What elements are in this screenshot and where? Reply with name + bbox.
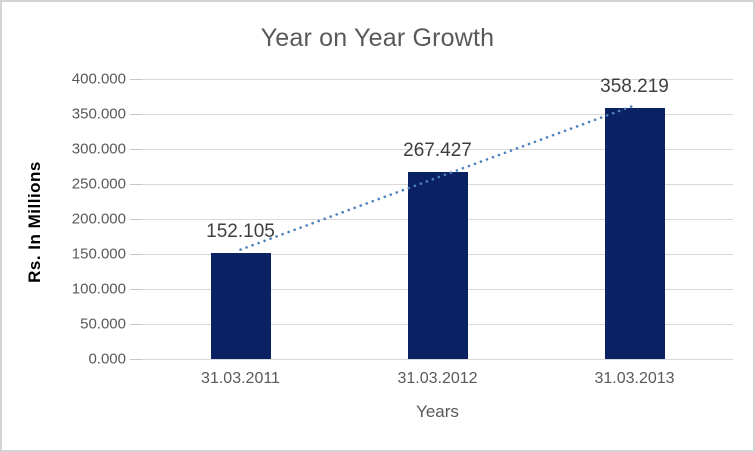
bar-data-label: 267.427 [403, 139, 472, 161]
y-axis-tick [130, 184, 142, 185]
y-tick-label: 250.000 [71, 175, 126, 193]
y-tick-label: 150.000 [71, 245, 126, 263]
y-axis-tick [130, 324, 142, 325]
y-axis-title: Rs. In Millions [25, 161, 44, 283]
bar-data-label: 152.105 [206, 220, 275, 242]
y-axis-tick [130, 149, 142, 150]
bar [604, 108, 665, 359]
y-axis-tick [130, 289, 142, 290]
gridline [142, 359, 733, 360]
bar-data-label: 358.219 [600, 76, 669, 98]
y-tick-label: 400.000 [71, 70, 126, 88]
y-tick-label: 300.000 [71, 140, 126, 158]
bar [210, 252, 271, 359]
y-tick-label: 100.000 [71, 280, 126, 298]
y-tick-label: 50.000 [80, 315, 126, 333]
gridline [142, 79, 733, 80]
x-category-label: 31.03.2013 [594, 370, 675, 387]
gridline [142, 149, 733, 150]
gridline [142, 114, 733, 115]
y-axis-tick [130, 219, 142, 220]
y-axis-tick [130, 79, 142, 80]
plot-area: 0.000 50.000 100.000 150.000 200.000 250.000 3… [72, 71, 733, 387]
y-axis-tick [130, 114, 142, 115]
y-tick-label: 200.000 [71, 210, 126, 228]
trendline [239, 104, 636, 251]
y-tick-label: 350.000 [71, 105, 126, 123]
y-axis-tick [130, 254, 142, 255]
x-axis-title: Years [416, 402, 459, 421]
y-tick-label: 0.000 [88, 350, 126, 368]
y-axis-tick [130, 359, 142, 360]
chart-title: Year on Year Growth [260, 24, 495, 52]
bar [407, 171, 468, 359]
x-category-label: 31.03.2012 [397, 370, 478, 387]
x-category-label: 31.03.2011 [201, 370, 280, 387]
